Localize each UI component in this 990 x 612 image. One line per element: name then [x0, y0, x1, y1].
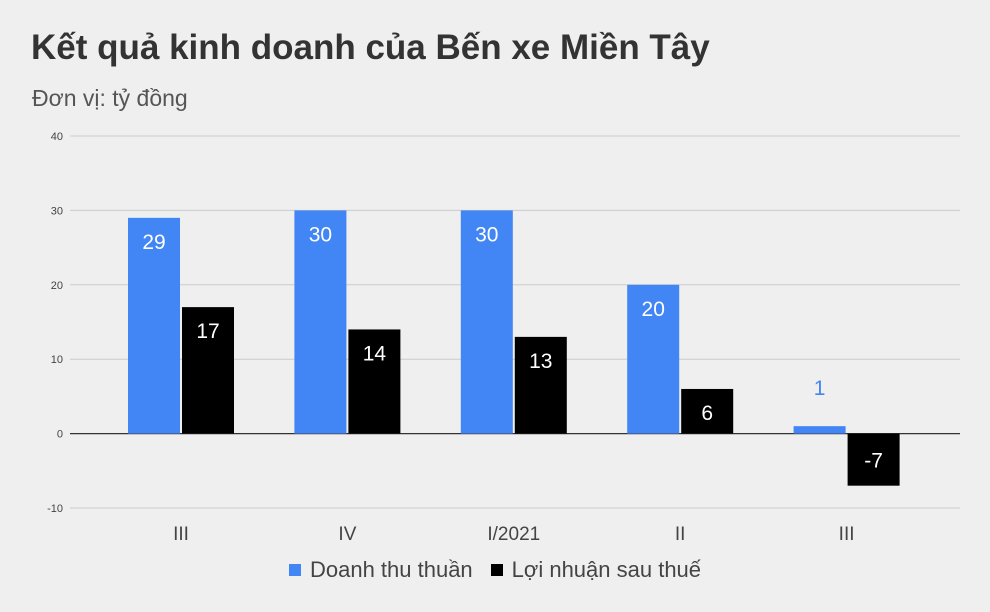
legend-item-profit: Lợi nhuận sau thuế	[490, 557, 702, 583]
data-label-profit: 14	[363, 342, 387, 365]
bar-profit	[514, 336, 567, 434]
y-tick-label: 30	[51, 205, 63, 217]
x-tick-label: III	[839, 524, 855, 545]
legend: Doanh thu thuần Lợi nhuận sau thuế	[0, 557, 990, 583]
x-tick-label: I/2021	[487, 524, 540, 545]
bar-profit	[348, 329, 401, 434]
y-tick-label: 10	[51, 354, 63, 366]
y-tick-label: 20	[51, 280, 63, 292]
data-label-profit: 17	[196, 320, 219, 343]
y-tick-label: -10	[47, 503, 63, 515]
bar-revenue	[793, 426, 846, 434]
data-label-profit: -7	[864, 450, 883, 473]
data-label-revenue: 30	[475, 223, 498, 246]
legend-swatch-profit	[490, 564, 503, 576]
legend-item-revenue: Doanh thu thuần	[288, 557, 473, 583]
x-tick-label: III	[173, 524, 189, 545]
y-tick-label: 40	[51, 131, 63, 143]
bar-profit	[182, 307, 234, 434]
bar-revenue	[627, 284, 680, 434]
chart-subtitle: Đơn vị: tỷ đồng	[32, 85, 188, 111]
data-label-profit: 13	[529, 350, 552, 373]
chart-title: Kết quả kinh doanh của Bến xe Miền Tây	[31, 28, 710, 67]
x-tick-label: IV	[338, 524, 356, 545]
bar-revenue	[294, 210, 347, 434]
bar-profit	[681, 388, 734, 434]
data-label-revenue: 29	[142, 231, 165, 254]
x-tick-label: II	[675, 524, 686, 545]
bar-revenue	[460, 210, 513, 434]
bar-profit	[847, 433, 900, 486]
y-tick-label: 0	[57, 429, 63, 441]
bar-revenue	[128, 217, 180, 434]
data-label-revenue: 1	[814, 377, 826, 400]
legend-label-profit: Lợi nhuận sau thuế	[511, 557, 702, 582]
legend-swatch-revenue	[288, 564, 301, 576]
legend-label-revenue: Doanh thu thuần	[309, 557, 473, 582]
data-label-profit: 6	[701, 402, 713, 425]
data-label-revenue: 30	[309, 223, 332, 246]
data-label-revenue: 20	[642, 298, 665, 321]
